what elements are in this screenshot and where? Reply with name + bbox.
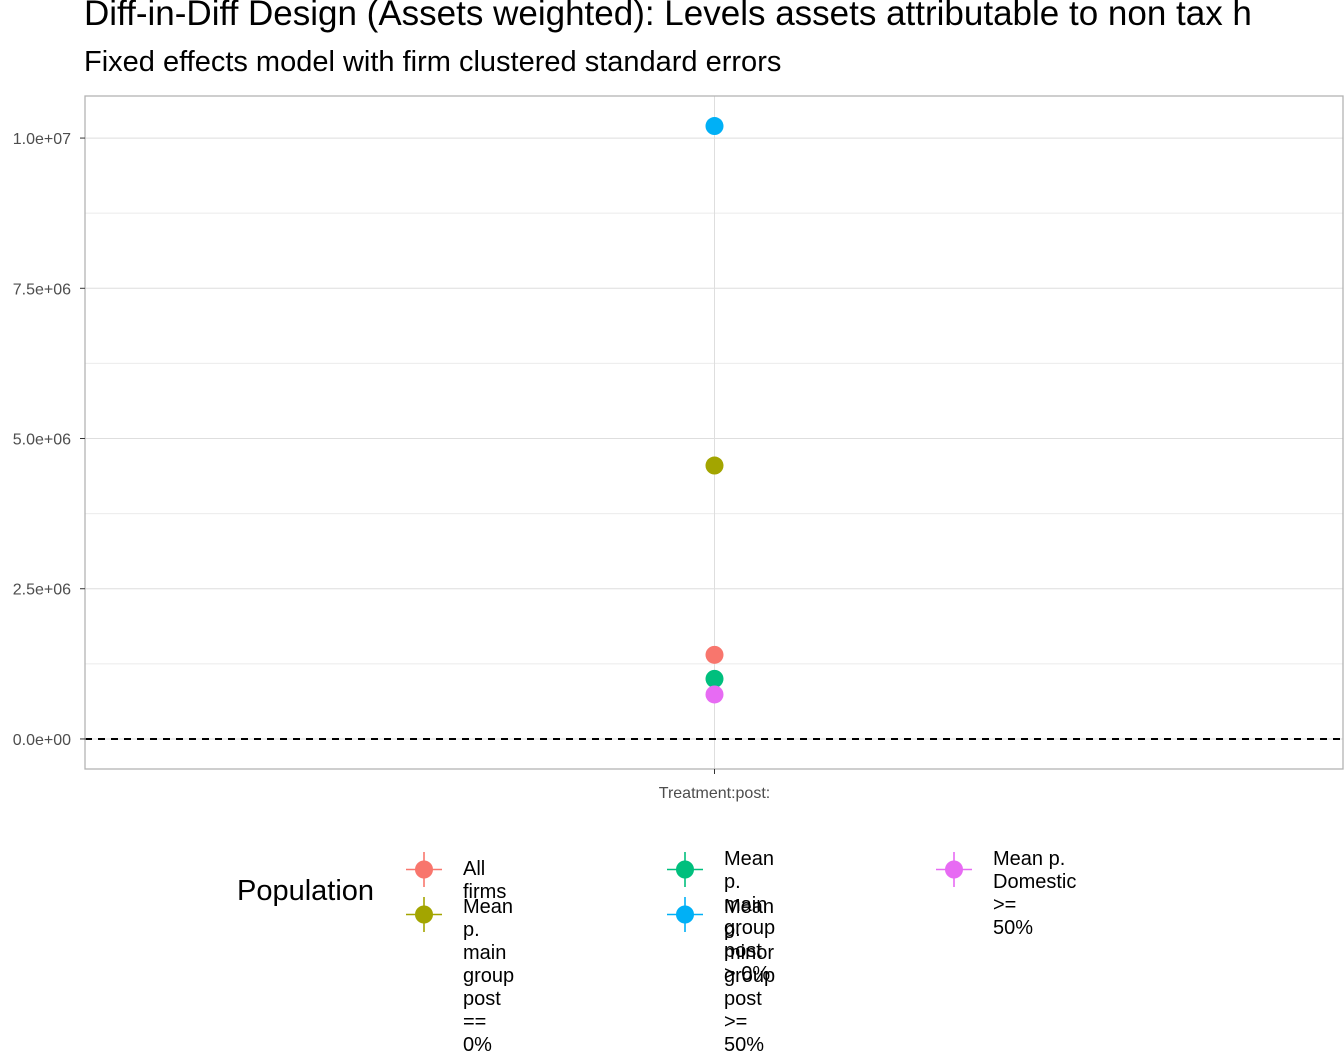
legend-key: [667, 852, 703, 887]
grid: [85, 96, 1343, 769]
chart-plot: 0.0e+00 2.5e+06 5.0e+06 7.5e+06 1.0e+07 Trea…: [13, 95, 1344, 802]
y-tick-label: 5.0e+06: [13, 432, 71, 449]
y-tick-label: 7.5e+06: [13, 281, 71, 298]
legend-key: [406, 897, 442, 932]
data-point: [705, 685, 724, 704]
data-point: [705, 669, 724, 688]
chart-subtitle: Fixed effects model with firm clustered …: [84, 46, 782, 78]
x-tick-label: Treatment:post:: [659, 785, 770, 802]
y-tick-label: 2.5e+06: [13, 582, 71, 599]
data-point: [705, 645, 724, 664]
y-tick-label: 0.0e+00: [13, 732, 71, 749]
legend-key: [936, 852, 972, 887]
legend-label: All firms: [463, 858, 507, 903]
legend-key-point: [415, 905, 433, 924]
chart-title: Diff-in-Diff Design (Assets weighted): L…: [84, 0, 1252, 33]
legend-label: Mean p. minor group post >= 50%: [724, 896, 776, 1056]
legend-key: [667, 897, 703, 932]
y-axis-ticks: 0.0e+00 2.5e+06 5.0e+06 7.5e+06 1.0e+07: [13, 131, 85, 749]
data-points: [705, 117, 724, 704]
data-point: [705, 117, 724, 136]
legend-label: Mean p. main group post == 0%: [463, 896, 515, 1056]
legend-key-point: [676, 860, 694, 879]
legend-key-point: [945, 860, 963, 879]
legend-label: Mean p. Domestic >= 50%: [993, 848, 1077, 939]
y-tick-label: 1.0e+07: [13, 131, 71, 148]
x-axis-ticks: Treatment:post:: [659, 769, 770, 802]
legend-key: [406, 852, 442, 887]
data-point: [705, 456, 724, 475]
legend-key-point: [676, 905, 694, 924]
legend-title: Population: [237, 875, 375, 907]
legend-key-point: [415, 860, 433, 879]
